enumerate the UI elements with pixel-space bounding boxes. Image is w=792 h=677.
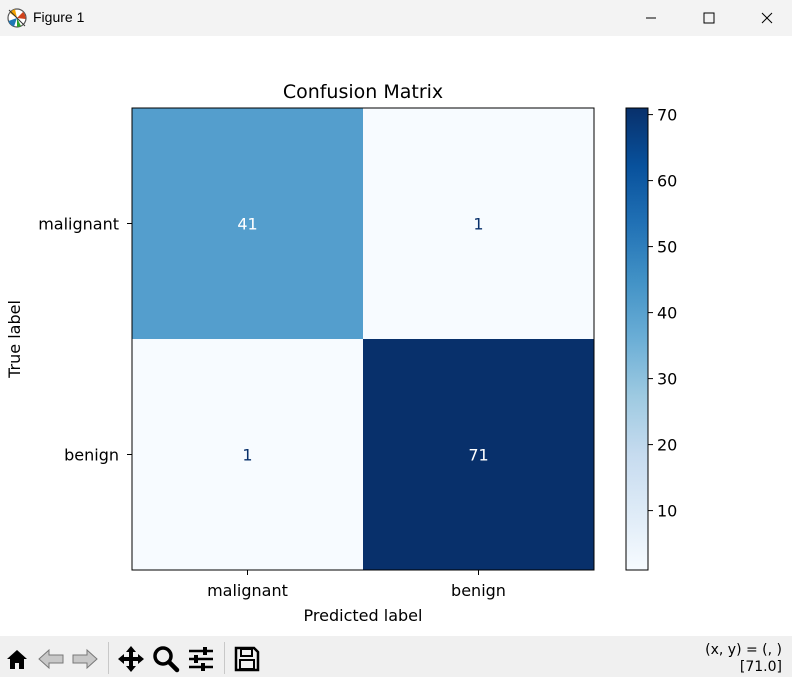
cell-value-label: 1: [242, 446, 252, 465]
toolbar-separator: [224, 642, 225, 674]
matrix-cell: [132, 108, 363, 339]
zoom-button[interactable]: [151, 644, 181, 674]
cell-value-label: 1: [473, 215, 483, 234]
colorbar: [625, 107, 649, 571]
back-button[interactable]: [36, 644, 66, 674]
minimize-icon: [646, 17, 656, 19]
x-tick-label: benign: [451, 581, 506, 600]
colorbar-tick-label: 50: [657, 238, 677, 257]
home-icon: [7, 650, 27, 669]
matrix-cell: [132, 339, 363, 570]
home-button[interactable]: [2, 644, 32, 674]
close-button[interactable]: [738, 0, 792, 36]
configure-subplots-button[interactable]: [186, 644, 216, 674]
colorbar-tick-label: 10: [657, 502, 677, 521]
x-axis-label: Predicted label: [304, 606, 423, 625]
maximize-icon: [703, 12, 715, 24]
forward-button[interactable]: [70, 644, 100, 674]
save-button[interactable]: [232, 644, 262, 674]
y-axis-label: True label: [5, 300, 24, 379]
y-tick-label: malignant: [38, 215, 119, 234]
navigation-toolbar: (x, y) = (, ) [71.0]: [0, 636, 792, 677]
colorbar-tick-label: 20: [657, 436, 677, 455]
window-titlebar: Figure 1: [0, 0, 792, 36]
window-title: Figure 1: [33, 9, 85, 25]
zoom-magnifier-icon: [153, 646, 180, 673]
chart-title: Confusion Matrix: [283, 81, 443, 103]
save-floppy-icon: [234, 646, 260, 672]
back-arrow-icon: [38, 648, 64, 670]
value-text: [71.0]: [739, 659, 782, 675]
coordinate-readout: (x, y) = (, ) [71.0]: [705, 642, 782, 676]
matrix-cell: [363, 108, 594, 339]
colorbar-tick-label: 70: [657, 106, 677, 125]
pan-button[interactable]: [116, 644, 146, 674]
colorbar-tick-label: 60: [657, 172, 677, 191]
colorbar-tick-label: 30: [657, 370, 677, 389]
plot-frame: [131, 107, 595, 571]
figure-canvas[interactable]: Confusion Matrix 41 1 1 71 malignant benign …: [0, 36, 792, 636]
maximize-button[interactable]: [680, 0, 738, 36]
forward-arrow-icon: [72, 648, 98, 670]
confusion-matrix-chart: Confusion Matrix 41 11 71 malignant benign …: [5, 81, 677, 625]
close-icon: [761, 12, 773, 24]
configure-subplots-icon: [189, 647, 213, 671]
y-tick-label: benign: [64, 446, 119, 465]
cell-value-label: 71: [468, 446, 488, 465]
pan-move-icon: [118, 646, 144, 672]
matrix-cell: [363, 339, 594, 570]
toolbar-separator: [108, 642, 109, 674]
colorbar-tick-label: 40: [657, 304, 677, 323]
coords-text: (x, y) = (, ): [705, 642, 782, 658]
minimize-button[interactable]: [622, 0, 680, 36]
x-tick-label: malignant: [207, 581, 288, 600]
matplotlib-icon: [7, 8, 27, 28]
cell-value-label: 41: [237, 215, 257, 234]
